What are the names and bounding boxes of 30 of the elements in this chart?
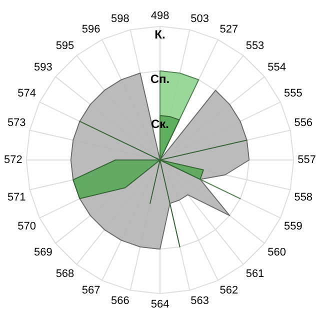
spoke-label: 556 xyxy=(294,116,313,129)
spoke-label: 566 xyxy=(111,294,130,307)
spoke-label: 574 xyxy=(18,88,36,100)
spoke-label: 553 xyxy=(246,40,264,52)
y-tick-label: Сп. xyxy=(150,72,170,86)
spoke-label: 593 xyxy=(34,62,52,74)
spoke-label: 498 xyxy=(150,10,170,22)
spoke-label: 568 xyxy=(56,268,74,280)
spoke-label: 558 xyxy=(294,191,313,204)
spoke-label: 571 xyxy=(7,191,26,204)
spoke-label: 503 xyxy=(190,13,209,26)
spoke-label: 598 xyxy=(111,13,130,26)
spoke-label: 555 xyxy=(284,88,302,100)
spoke-label: 527 xyxy=(220,23,238,36)
spoke-label: 570 xyxy=(18,220,36,232)
spoke-label: 572 xyxy=(4,154,22,166)
y-tick-label: К. xyxy=(154,28,166,42)
spoke-label: 569 xyxy=(34,246,52,258)
spoke-label: 561 xyxy=(246,268,264,280)
spoke-label: 557 xyxy=(298,154,316,166)
spoke-label: 595 xyxy=(56,40,74,52)
spoke-label: 564 xyxy=(150,298,170,310)
spoke-label: 559 xyxy=(284,220,302,232)
spoke-label: 554 xyxy=(268,62,286,74)
spoke-label: 562 xyxy=(220,284,238,297)
spoke-label: 596 xyxy=(82,23,100,36)
spoke-label: 573 xyxy=(7,116,26,129)
spoke-label: 560 xyxy=(268,246,286,258)
spoke-label: 567 xyxy=(82,284,100,297)
spoke-label: 563 xyxy=(190,294,209,307)
